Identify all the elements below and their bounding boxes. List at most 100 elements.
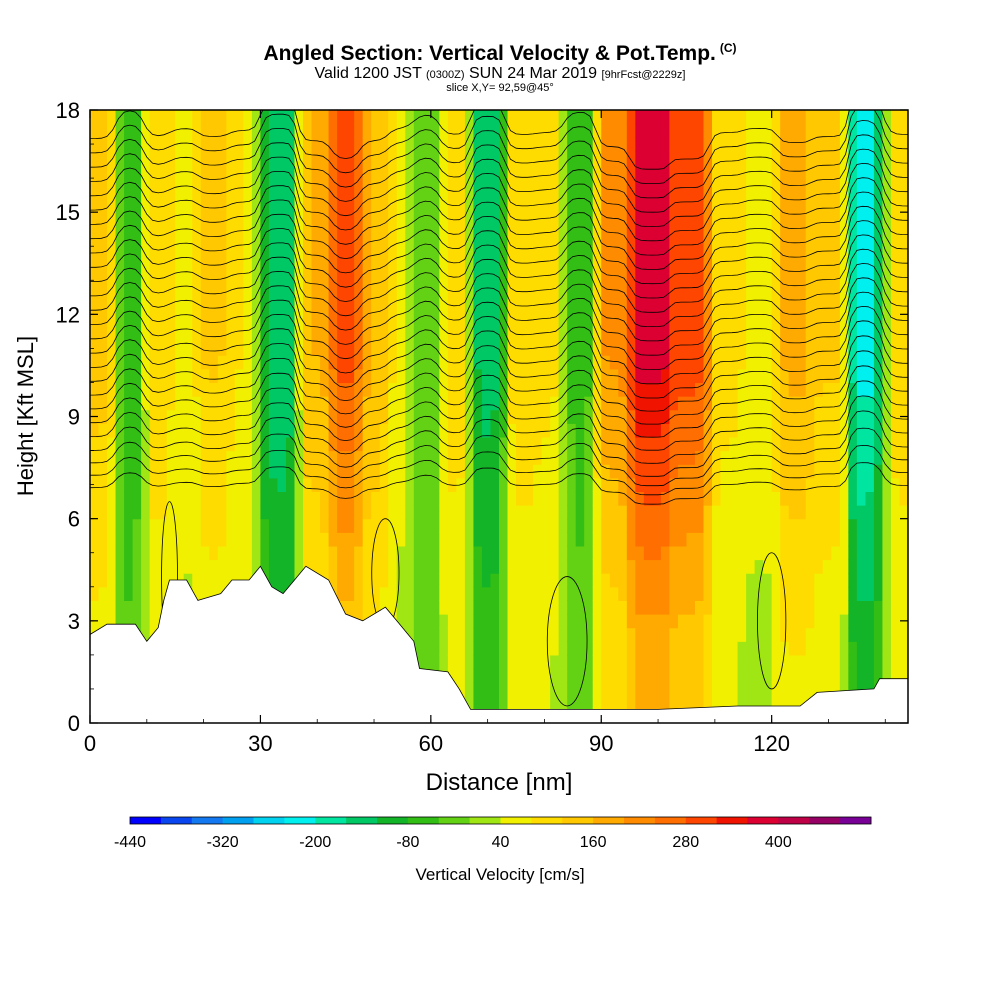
velocity-cell [567,505,577,520]
velocity-cell [822,505,832,520]
velocity-cell [635,246,645,261]
velocity-cell [584,436,594,452]
velocity-cell [831,218,841,234]
velocity-cell [516,545,526,561]
velocity-cell [107,314,117,329]
velocity-cell [856,682,866,697]
velocity-cell [822,123,832,138]
velocity-cell [669,300,679,315]
velocity-cell [413,178,423,193]
velocity-cell [371,341,381,356]
velocity-cell [677,423,688,438]
velocity-cell [345,396,355,411]
velocity-cell [447,505,457,520]
velocity-cell [720,205,730,220]
velocity-cell [303,396,313,411]
velocity-cell [166,218,176,234]
velocity-cell [183,355,193,370]
velocity-cell [175,396,185,411]
velocity-cell [158,110,168,125]
velocity-cell [712,396,722,411]
velocity-cell [814,273,824,288]
velocity-cell [686,464,696,479]
velocity-cell [268,123,279,138]
velocity-cell [192,300,202,315]
velocity-cell [541,477,551,493]
velocity-cell [141,518,151,533]
velocity-cell [141,614,151,629]
velocity-cell [686,505,696,520]
velocity-cell [754,505,764,520]
velocity-cell [473,532,483,547]
velocity-cell [90,464,100,479]
velocity-cell [413,259,423,275]
velocity-cell [584,600,594,615]
velocity-cell [473,600,483,615]
velocity-cell [209,123,219,138]
velocity-cell [567,368,577,384]
velocity-cell [686,614,696,629]
velocity-cell [822,409,832,424]
velocity-cell [754,327,764,343]
velocity-cell [166,314,176,329]
velocity-cell [694,287,705,302]
velocity-cell [737,518,747,533]
velocity-cell [90,423,100,438]
velocity-cell [277,150,287,166]
velocity-cell [797,355,807,370]
velocity-cell [90,559,100,574]
velocity-cell [729,300,739,315]
velocity-cell [533,205,543,220]
velocity-cell [737,654,747,670]
velocity-cell [379,505,389,520]
velocity-cell [132,300,142,315]
velocity-cell [98,464,108,479]
velocity-cell [371,150,381,166]
velocity-cell [499,654,509,670]
colorbar-swatch [377,817,409,824]
velocity-cell [149,178,159,193]
velocity-cell [626,614,636,629]
velocity-cell [550,259,560,275]
velocity-cell [839,110,849,125]
velocity-cell [243,287,253,302]
velocity-cell [499,491,509,506]
velocity-cell [303,518,313,533]
velocity-cell [354,545,364,561]
velocity-cell [805,545,815,561]
velocity-cell [771,654,781,670]
velocity-cell [490,110,500,125]
velocity-cell [873,314,884,329]
velocity-cell [746,355,756,370]
velocity-cell [677,627,688,642]
velocity-cell [669,368,679,384]
velocity-cell [285,532,296,547]
velocity-cell [669,137,679,152]
velocity-cell [396,341,406,356]
velocity-cell [626,409,636,424]
velocity-cell [805,423,815,438]
velocity-cell [141,150,151,166]
velocity-cell [447,450,457,465]
velocity-cell [285,477,296,493]
velocity-cell [848,518,858,533]
velocity-cell [584,641,594,656]
velocity-cell [814,654,824,670]
velocity-cell [388,287,398,302]
velocity-cell [166,436,176,452]
velocity-cell [166,150,176,166]
velocity-cell [115,314,125,329]
velocity-cell [516,191,526,206]
velocity-cell [669,246,679,261]
velocity-cell [328,409,338,424]
velocity-cell [251,300,262,315]
velocity-cell [822,586,832,601]
velocity-cell [268,355,279,370]
velocity-cell [132,246,142,261]
velocity-cell [643,178,653,193]
velocity-cell [345,205,355,220]
velocity-cell [550,614,560,629]
velocity-cell [405,409,415,424]
velocity-cell [115,559,125,574]
velocity-cell [567,450,577,465]
